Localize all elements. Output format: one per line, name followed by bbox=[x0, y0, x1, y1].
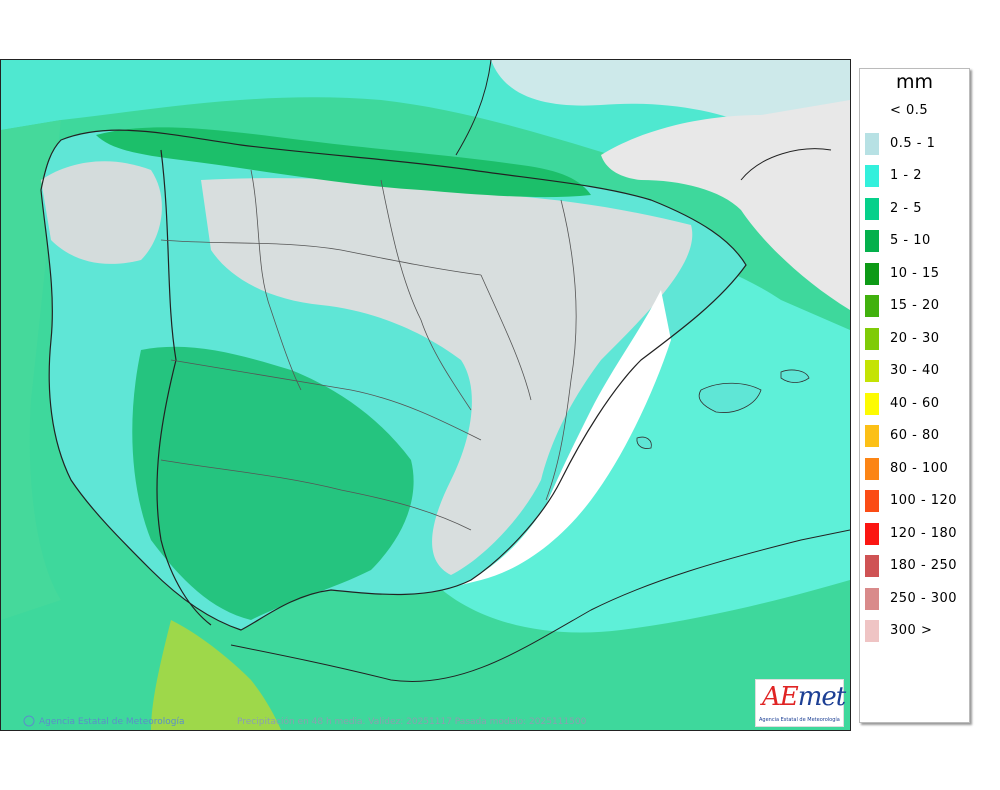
legend-swatch bbox=[865, 522, 879, 545]
sea-atlantic-west bbox=[1, 120, 61, 620]
legend-swatch bbox=[865, 457, 879, 480]
legend-unit: mm bbox=[895, 71, 934, 93]
legend-item: 40 - 60 bbox=[860, 391, 969, 417]
precipitation-map: Agencia Estatal de Meteorología Precipit… bbox=[0, 59, 851, 731]
legend-label: 300 > bbox=[890, 623, 933, 638]
legend-swatch bbox=[865, 360, 879, 382]
legend-item: 1 - 2 bbox=[860, 163, 969, 189]
legend-label: 40 - 60 bbox=[890, 395, 940, 411]
legend-label: 120 - 180 bbox=[890, 525, 958, 541]
legend: mm < 0.5 0.5 - 1 1 - 2 2 - 5 5 - 10 10 - 15 15… bbox=[859, 68, 970, 723]
legend-item: 180 - 250 bbox=[860, 553, 969, 579]
legend-item: < 0.5 bbox=[860, 98, 969, 124]
logo-brand: AEmet bbox=[762, 682, 846, 712]
legend-label: 2 - 5 bbox=[890, 200, 922, 216]
legend-swatch bbox=[865, 132, 879, 155]
legend-swatch bbox=[865, 620, 879, 642]
legend-swatch bbox=[865, 197, 879, 220]
legend-swatch bbox=[865, 100, 879, 122]
africa-coast bbox=[230, 529, 850, 682]
legend-label: 15 - 20 bbox=[890, 298, 940, 313]
legend-item: 5 - 10 bbox=[860, 228, 969, 254]
legend-swatch bbox=[865, 392, 879, 415]
border-france-south bbox=[740, 148, 832, 181]
legend-item: 60 - 80 bbox=[860, 423, 969, 449]
sea-light-northeast bbox=[491, 60, 850, 130]
legend-label: 30 - 40 bbox=[890, 363, 940, 378]
legend-item: 100 - 120 bbox=[860, 488, 969, 514]
legend-swatch bbox=[865, 555, 879, 577]
logo-subtitle: Agencia Estatal de Meteorología bbox=[759, 717, 840, 723]
legend-label: 60 - 80 bbox=[890, 428, 940, 443]
legend-label: 10 - 15 bbox=[890, 265, 940, 281]
legend-item: 15 - 20 bbox=[860, 293, 969, 319]
legend-item: 30 - 40 bbox=[860, 358, 969, 384]
legend-swatch bbox=[865, 262, 879, 285]
legend-item: 120 - 180 bbox=[860, 521, 969, 547]
border-france-west bbox=[455, 60, 492, 156]
credit-left: Agencia Estatal de Meteorología bbox=[39, 717, 185, 727]
southwest-wet bbox=[132, 346, 414, 620]
legend-swatch bbox=[865, 327, 879, 350]
legend-swatch bbox=[865, 165, 879, 187]
legend-swatch bbox=[865, 230, 879, 252]
aemet-logo: AEmet Agencia Estatal de Meteorología bbox=[755, 679, 846, 727]
legend-item: 80 - 100 bbox=[860, 456, 969, 482]
dry-interior bbox=[201, 178, 693, 575]
legend-label: 250 - 300 bbox=[890, 590, 958, 606]
legend-label: 1 - 2 bbox=[890, 168, 922, 183]
map-canvas: Agencia Estatal de Meteorología Precipit… bbox=[1, 60, 850, 730]
mallorca bbox=[698, 382, 762, 413]
legend-label: 80 - 100 bbox=[890, 460, 949, 476]
legend-swatch bbox=[865, 490, 879, 512]
ibiza bbox=[636, 436, 652, 449]
legend-label: 0.5 - 1 bbox=[890, 135, 936, 151]
east-coast-dry bbox=[461, 290, 671, 585]
legend-label: 180 - 250 bbox=[890, 558, 958, 573]
north-wet-band bbox=[96, 127, 591, 198]
menorca bbox=[780, 369, 810, 383]
credit-center: Precipitación en 48 h media. Validez: 20… bbox=[237, 716, 587, 727]
legend-label: 20 - 30 bbox=[890, 330, 940, 346]
legend-item: 0.5 - 1 bbox=[860, 131, 969, 157]
legend-swatch bbox=[865, 295, 879, 317]
legend-label: 5 - 10 bbox=[890, 233, 931, 248]
legend-item: 300 > bbox=[860, 618, 969, 644]
copyright-icon bbox=[23, 715, 35, 727]
coastline bbox=[40, 129, 747, 631]
regional-borders bbox=[160, 169, 577, 531]
legend-swatch bbox=[865, 425, 879, 447]
legend-label: 100 - 120 bbox=[890, 493, 958, 508]
legend-swatch bbox=[865, 587, 879, 610]
legend-item: 2 - 5 bbox=[860, 196, 969, 222]
legend-label: < 0.5 bbox=[890, 103, 929, 118]
legend-item: 20 - 30 bbox=[860, 326, 969, 352]
cadiz-heavy bbox=[151, 620, 281, 730]
dry-northwest bbox=[41, 161, 162, 264]
legend-item: 10 - 15 bbox=[860, 261, 969, 287]
legend-item: 250 - 300 bbox=[860, 586, 969, 612]
border-portugal bbox=[156, 149, 212, 626]
